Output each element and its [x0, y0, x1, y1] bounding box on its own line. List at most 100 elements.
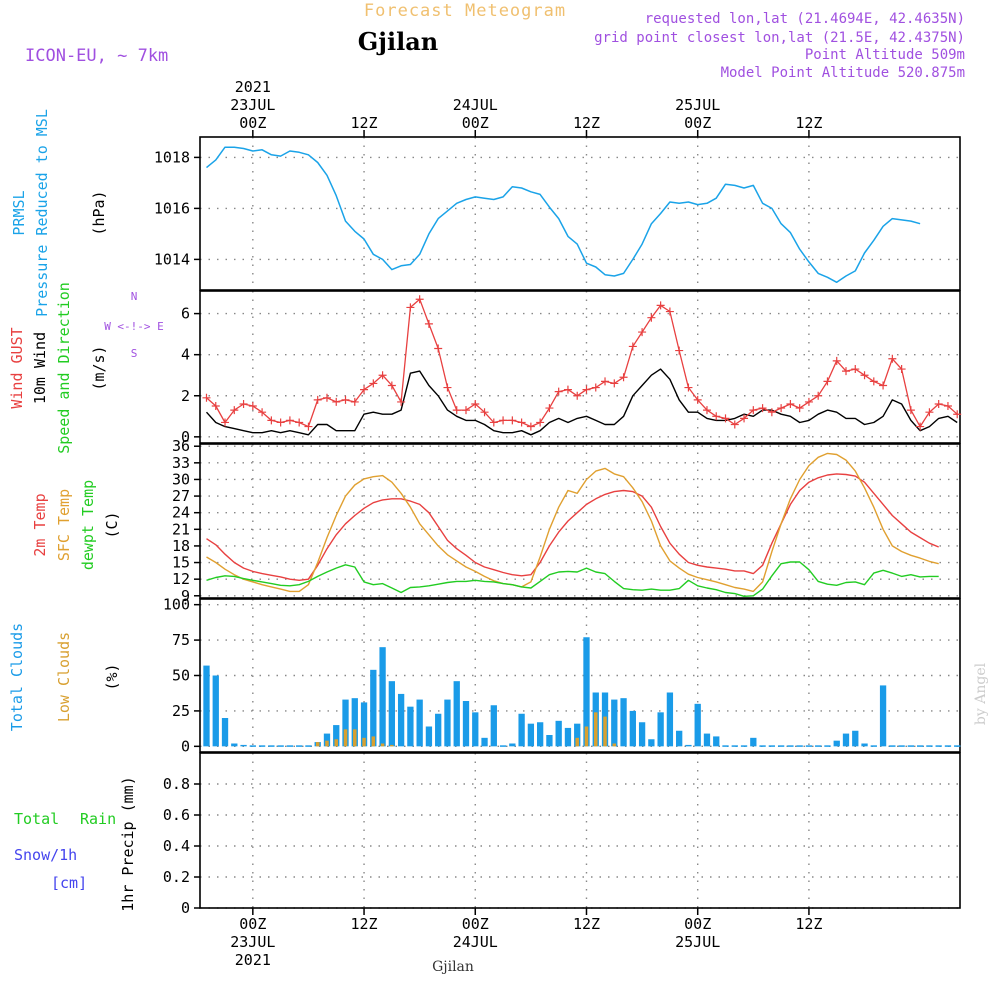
- total-cloud-bar: [397, 693, 405, 747]
- gust-marker: [814, 391, 823, 400]
- gust-marker: [387, 381, 396, 390]
- y-tick-label: 1016: [154, 199, 190, 217]
- total-cloud-bar: [954, 745, 961, 747]
- y-tick-label: 2: [181, 387, 190, 405]
- top-time-label: 2021: [235, 78, 271, 96]
- total-cloud-bar: [833, 740, 840, 747]
- low-cloud-bar: [353, 729, 357, 747]
- bottom-time-label: 12Z: [351, 915, 378, 933]
- wind-10m-line: [205, 368, 958, 436]
- total-cloud-bar: [333, 725, 340, 747]
- total-cloud-bar: [870, 745, 877, 747]
- total-cloud-bar: [740, 745, 748, 747]
- total-cloud-bar: [490, 705, 497, 747]
- wind-labels: Wind GUST 10m Wind Speed and Direction (…: [8, 282, 164, 454]
- gust-marker: [684, 383, 693, 392]
- gust-marker: [526, 422, 535, 431]
- y-tick-label: 12: [172, 570, 190, 588]
- wind-gust-label: Wind GUST: [8, 327, 26, 408]
- gust-marker: [415, 295, 424, 304]
- panel-5: 0 0.2 0.4 0.6 0.8: [163, 752, 961, 917]
- pressure-line: [206, 146, 921, 284]
- gust-marker: [888, 354, 897, 363]
- gust-marker: [638, 328, 647, 337]
- gust-marker: [591, 383, 600, 392]
- gust-marker: [851, 365, 860, 374]
- bottom-time-label: 24JUL: [453, 933, 498, 951]
- temp-dew-label: dewpt Temp: [79, 480, 97, 570]
- total-cloud-bar: [759, 745, 766, 747]
- rain-label-a: Total: [14, 810, 59, 828]
- total-cloud-bar: [546, 735, 553, 747]
- total-cloud-bar: [768, 745, 776, 747]
- low-clouds-label: Low Clouds: [55, 632, 73, 722]
- gust-marker: [842, 367, 850, 376]
- total-cloud-bar: [787, 745, 794, 747]
- temp-2m-line: [206, 473, 939, 581]
- gust-marker: [619, 373, 628, 382]
- low-cloud-bar: [612, 743, 617, 747]
- gust-marker: [350, 397, 359, 406]
- gust-marker: [693, 395, 702, 404]
- total-cloud-bar: [416, 699, 423, 747]
- total-cloud-bar: [286, 745, 294, 747]
- y-tick-label: 18: [172, 537, 190, 555]
- wind-dir-label: Speed and Direction: [55, 282, 73, 454]
- total-cloud-bar: [379, 647, 386, 747]
- low-cloud-bar: [362, 737, 366, 747]
- gust-marker: [758, 404, 767, 413]
- total-cloud-bar: [555, 720, 562, 747]
- chart-title: Forecast Meteogram: [364, 1, 566, 21]
- panel-frame: [199, 598, 961, 753]
- total-cloud-bar: [629, 710, 636, 747]
- rain-label-b: Rain: [80, 810, 116, 828]
- total-cloud-bar: [203, 665, 210, 747]
- bottom-time-label: 12Z: [795, 915, 822, 933]
- snow-unit: [cm]: [51, 874, 87, 892]
- total-cloud-bar: [370, 669, 377, 747]
- y-tick-label: 0: [181, 428, 190, 446]
- top-time-label: 25JUL: [675, 96, 720, 114]
- total-cloud-bar: [731, 745, 738, 747]
- gust-marker: [332, 397, 341, 406]
- gust-marker: [202, 393, 211, 402]
- total-cloud-bar: [620, 698, 627, 747]
- total-cloud-bar: [666, 692, 674, 747]
- y-tick-label: 21: [172, 520, 190, 538]
- y-tick-label: 15: [172, 554, 190, 572]
- top-time-label: 00Z: [684, 114, 711, 132]
- total-cloud-bar: [462, 701, 470, 747]
- gust-marker: [554, 387, 563, 396]
- gust-marker: [934, 399, 943, 408]
- wind-gust-line: [206, 298, 958, 428]
- gust-marker: [665, 307, 674, 316]
- panel-frame: [199, 443, 961, 599]
- pressure-labels: PRMSL Pressure Reduced to MSL (hPa): [10, 109, 108, 317]
- gust-marker: [749, 406, 758, 415]
- total-cloud-bar: [703, 733, 711, 747]
- gust-marker: [211, 402, 220, 411]
- low-cloud-bar: [603, 716, 607, 747]
- y-tick-label: 75: [172, 631, 190, 649]
- total-cloud-bar: [574, 723, 581, 747]
- total-cloud-bar: [407, 706, 414, 747]
- y-tick-label: 0: [181, 737, 190, 755]
- bottom-time-label: 00Z: [684, 915, 711, 933]
- precip-unit: 1hr Precip (mm): [119, 776, 137, 911]
- gust-marker: [675, 346, 684, 355]
- wind-unit: (m/s): [90, 345, 108, 390]
- panel-frame: [199, 290, 961, 444]
- watermark: by Angel: [973, 662, 989, 725]
- gust-marker: [628, 342, 637, 351]
- low-cloud-bar: [315, 742, 320, 747]
- gust-marker: [925, 408, 934, 417]
- total-cloud-bar: [842, 733, 850, 747]
- y-tick-label: 6: [181, 305, 190, 323]
- gust-marker: [573, 391, 582, 400]
- total-cloud-bar: [722, 745, 729, 747]
- total-cloud-bar: [536, 722, 544, 747]
- total-cloud-bar: [944, 745, 952, 747]
- y-tick-label: 33: [172, 454, 190, 472]
- temp-sfc-line: [206, 452, 939, 593]
